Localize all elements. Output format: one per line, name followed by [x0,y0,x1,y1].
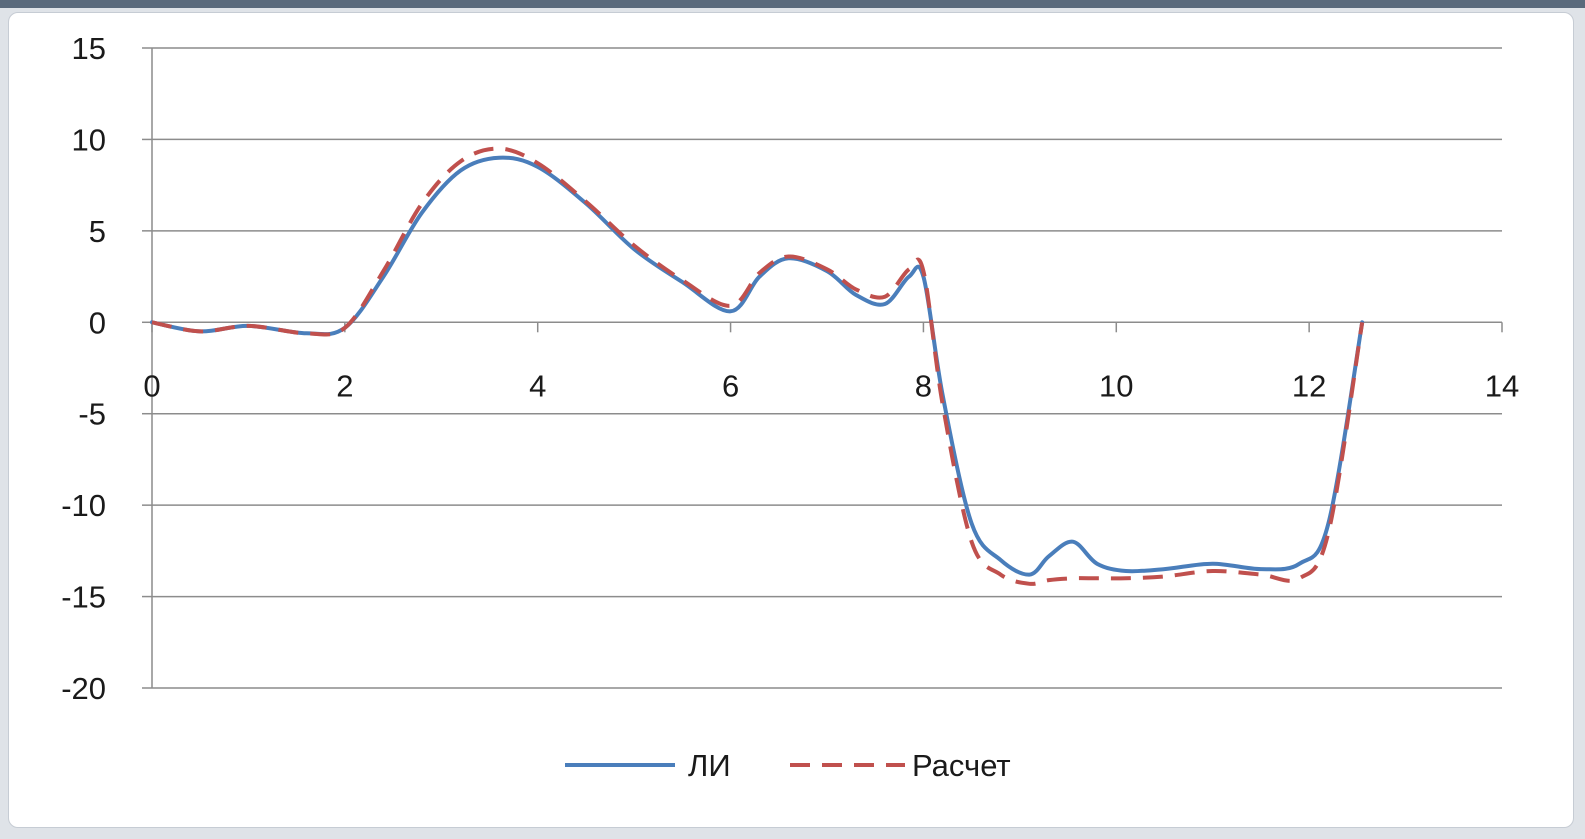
y-tick-label: 15 [72,31,106,66]
x-tick-label: 10 [1099,368,1133,403]
series-line-raschet [151,146,1365,586]
y-tick-label: 0 [89,305,106,340]
y-tick-label: -10 [61,488,106,523]
x-tick-label: 0 [143,368,160,403]
y-tick-label: 5 [89,214,106,249]
x-tick-label: 4 [529,368,546,403]
x-tick-label: 14 [1485,368,1519,403]
legend-label: ЛИ [688,748,731,783]
series-line-li [150,155,1365,577]
y-tick-label: -20 [61,671,106,706]
x-tick-label: 6 [722,368,739,403]
x-tick-label: 8 [915,368,932,403]
y-tick-label: 10 [72,122,106,157]
y-tick-label: -5 [78,397,106,432]
chart-area [8,12,1574,828]
x-tick-label: 12 [1292,368,1326,403]
legend-label: Расчет [912,748,1011,783]
x-tick-label: 2 [336,368,353,403]
y-tick-label: -15 [61,580,106,615]
